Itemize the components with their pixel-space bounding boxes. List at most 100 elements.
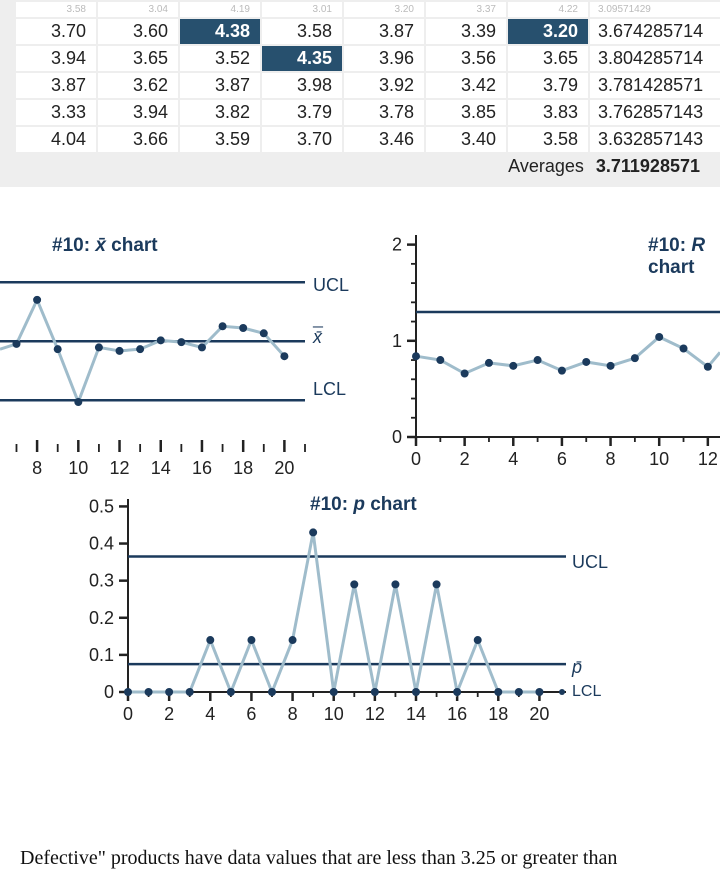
table-cell: 3.632857143 <box>590 127 720 152</box>
table-cell: 3.39 <box>426 19 506 44</box>
svg-text:18: 18 <box>488 704 508 724</box>
table-cell: 3.58 <box>16 2 96 17</box>
table-cell: 3.85 <box>426 100 506 125</box>
svg-text:18: 18 <box>233 458 253 478</box>
svg-text:1: 1 <box>392 331 402 351</box>
table-row: 3.583.044.193.013.203.374.223.09571429 <box>2 2 720 17</box>
svg-text:2: 2 <box>392 235 402 255</box>
table-cell: 3.58 <box>262 19 342 44</box>
table-cell <box>2 127 14 152</box>
data-table: 3.583.044.193.013.203.374.223.095714293.… <box>0 0 720 154</box>
svg-text:10: 10 <box>68 458 88 478</box>
table-row: 4.043.663.593.703.463.403.583.632857143 <box>2 127 720 152</box>
xbar-lcl-label: LCL <box>313 379 346 400</box>
svg-text:14: 14 <box>406 704 426 724</box>
svg-text:4: 4 <box>508 449 518 469</box>
svg-text:2: 2 <box>460 449 470 469</box>
table-cell: 3.78 <box>344 100 424 125</box>
svg-text:0.2: 0.2 <box>89 608 114 628</box>
table-cell: 3.94 <box>98 100 178 125</box>
xbar-mean-label: x̄¯ <box>313 327 322 348</box>
table-cell: 3.66 <box>98 127 178 152</box>
table-row: 3.703.604.383.583.873.393.203.674285714 <box>2 19 720 44</box>
table-cell: 3.79 <box>508 73 588 98</box>
svg-text:10: 10 <box>649 449 669 469</box>
table-cell: 3.58 <box>508 127 588 152</box>
p-ucl-label: UCL <box>572 552 608 573</box>
svg-text:0: 0 <box>392 427 402 447</box>
svg-text:14: 14 <box>151 458 171 478</box>
svg-text:0: 0 <box>123 704 133 724</box>
table-cell: 3.87 <box>180 73 260 98</box>
p-pbar-label: p̄ <box>572 657 582 678</box>
svg-text:12: 12 <box>698 449 718 469</box>
svg-text:0.3: 0.3 <box>89 571 114 591</box>
table-cell: 3.60 <box>98 19 178 44</box>
table-cell: 3.70 <box>16 19 96 44</box>
table-cell: 3.04 <box>98 2 178 17</box>
svg-text:6: 6 <box>246 704 256 724</box>
table-cell <box>2 100 14 125</box>
averages-value: 3.711928571 <box>596 156 700 176</box>
svg-text:0: 0 <box>104 682 114 702</box>
xbar-chart: 8101214161820 <box>0 217 340 477</box>
table-cell: 3.82 <box>180 100 260 125</box>
table-cell: 3.09571429 <box>590 2 720 17</box>
svg-text:4: 4 <box>205 704 215 724</box>
table-cell <box>2 46 14 71</box>
table-row: 3.943.653.524.353.963.563.653.804285714 <box>2 46 720 71</box>
data-table-wrap: 3.583.044.193.013.203.374.223.095714293.… <box>0 0 720 187</box>
table-cell: 3.62 <box>98 73 178 98</box>
svg-text:12: 12 <box>110 458 130 478</box>
table-cell: 3.42 <box>426 73 506 98</box>
svg-text:8: 8 <box>606 449 616 469</box>
table-cell: 3.65 <box>98 46 178 71</box>
table-cell: 3.92 <box>344 73 424 98</box>
table-cell: 4.35 <box>262 46 342 71</box>
table-cell: 3.52 <box>180 46 260 71</box>
table-cell: 4.38 <box>180 19 260 44</box>
table-cell <box>2 19 14 44</box>
averages-row: Averages3.711928571 <box>0 154 720 181</box>
svg-text:20: 20 <box>529 704 549 724</box>
table-cell: 3.83 <box>508 100 588 125</box>
averages-label: Averages <box>508 156 596 176</box>
table-cell: 3.96 <box>344 46 424 71</box>
svg-text:6: 6 <box>557 449 567 469</box>
table-cell: 3.37 <box>426 2 506 17</box>
table-cell: 3.20 <box>344 2 424 17</box>
table-cell: 4.19 <box>180 2 260 17</box>
table-cell: 3.762857143 <box>590 100 720 125</box>
svg-text:10: 10 <box>324 704 344 724</box>
svg-text:8: 8 <box>32 458 42 478</box>
table-cell: 3.01 <box>262 2 342 17</box>
table-cell: 3.20 <box>508 19 588 44</box>
table-cell: 3.804285714 <box>590 46 720 71</box>
table-row: 3.873.623.873.983.923.423.793.781428571 <box>2 73 720 98</box>
table-cell: 3.94 <box>16 46 96 71</box>
svg-text:0.5: 0.5 <box>89 496 114 516</box>
svg-text:8: 8 <box>288 704 298 724</box>
table-cell: 3.46 <box>344 127 424 152</box>
table-cell: 4.04 <box>16 127 96 152</box>
table-cell: 3.781428571 <box>590 73 720 98</box>
charts-area: #10: x̄ chart 8101214161820 UCL x̄¯ LCL … <box>0 187 720 747</box>
table-cell: 3.87 <box>344 19 424 44</box>
table-cell: 3.65 <box>508 46 588 71</box>
table-cell: 3.79 <box>262 100 342 125</box>
table-row: 3.333.943.823.793.783.853.833.762857143 <box>2 100 720 125</box>
p-chart: 00.10.20.30.40.502468101214161820 <box>70 487 650 747</box>
p-lcl-label: LCL <box>572 683 601 701</box>
svg-text:16: 16 <box>192 458 212 478</box>
table-cell: 3.59 <box>180 127 260 152</box>
svg-text:0.1: 0.1 <box>89 645 114 665</box>
svg-text:2: 2 <box>164 704 174 724</box>
table-cell <box>2 2 14 17</box>
table-cell: 3.674285714 <box>590 19 720 44</box>
svg-text:0: 0 <box>411 449 421 469</box>
table-cell: 3.56 <box>426 46 506 71</box>
svg-text:12: 12 <box>365 704 385 724</box>
footer-text: Defective" products have data values tha… <box>20 847 720 870</box>
table-cell <box>2 73 14 98</box>
r-chart: 012024681012 <box>388 217 720 477</box>
